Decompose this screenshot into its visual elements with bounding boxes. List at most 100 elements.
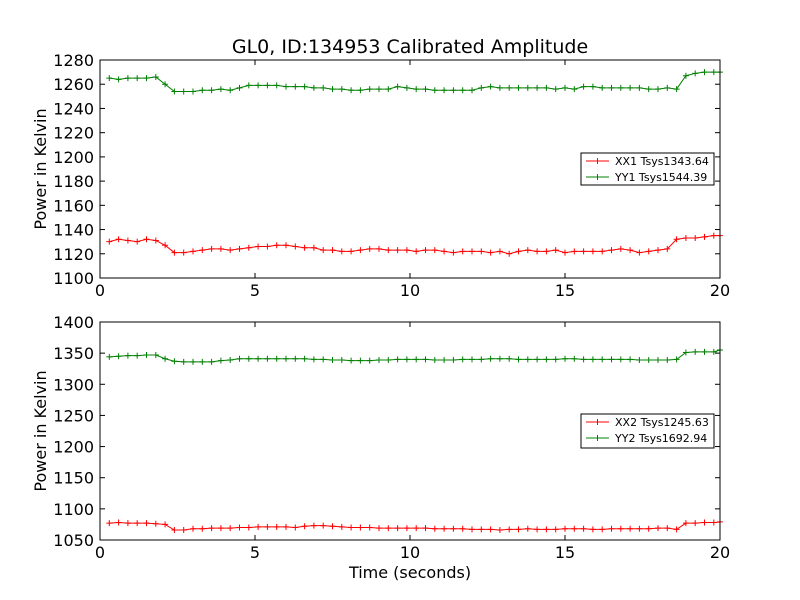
bottom-y-axis-label: Power in Kelvin [31,370,50,491]
data-point [366,86,373,93]
data-point [571,248,578,255]
data-point [171,249,178,256]
data-point [329,356,336,363]
data-point [366,245,373,252]
data-point [524,247,531,254]
bottom-ticks-layer: 0 5 10 15 20 1050 1100 1150 1200 1250 1300 1350 1400 [53,313,730,562]
data-point [682,349,689,356]
data-point [273,523,280,530]
data-point [385,86,392,93]
data-point [682,235,689,242]
data-point [496,527,503,534]
data-point [645,525,652,532]
data-point [608,84,615,91]
data-point [608,247,615,254]
data-point [217,525,224,532]
legend-entry: XX2 Tsys1245.63 [586,416,709,429]
data-point [673,526,680,533]
data-point [413,248,420,255]
data-point [487,249,494,256]
data-point [636,525,643,532]
data-point [124,75,131,82]
data-point [283,242,289,249]
data-point [217,245,224,252]
data-point [441,248,448,255]
data-point [283,523,289,530]
data-point [469,248,475,255]
legend-entry: XX1 Tsys1343.64 [586,155,709,168]
series-xx2 [106,518,723,534]
data-point [627,84,634,91]
data-point [403,525,410,532]
data-point [496,248,503,255]
y-tick-label: 1140 [53,221,94,240]
data-point [301,83,308,90]
data-point [348,248,355,255]
data-point [208,87,215,94]
data-point [487,355,494,362]
data-point [217,86,224,93]
data-point [348,524,355,531]
data-point [227,525,234,532]
data-point [478,526,485,533]
data-point [627,525,634,532]
data-point [283,355,289,362]
data-point [255,82,262,89]
y-tick-label: 1250 [53,406,94,425]
data-point [376,86,382,93]
data-point [459,525,466,532]
data-point [217,357,224,364]
y-tick-label: 1350 [53,344,94,363]
bottom-panel: 0 5 10 15 20 1050 1100 1150 1200 1250 1300 1350 1400… [31,313,730,582]
data-point [422,86,429,93]
data-point [636,249,643,256]
data-point [134,238,141,245]
data-point [608,356,615,363]
data-point [273,82,280,89]
legend-marker [594,435,601,441]
x-tick-label: 15 [555,281,575,300]
data-point [450,249,457,256]
top-plot-frame [99,59,721,279]
data-point [199,247,206,254]
data-point [506,250,513,257]
data-point [599,84,606,91]
data-point [171,88,178,95]
data-point [329,86,336,93]
data-point [422,525,429,532]
data-point [655,86,661,93]
y-tick-label: 1260 [53,75,94,94]
data-point [645,248,652,255]
legend-marker [594,158,601,164]
data-point [227,87,234,94]
data-point [524,356,531,363]
data-point [589,526,596,533]
data-point [552,526,559,533]
data-point [143,520,150,527]
data-point [301,355,308,362]
top-y-axis-label: Power in Kelvin [31,108,50,229]
data-point [431,247,438,254]
data-point [338,86,345,93]
data-point [106,520,113,527]
data-point [478,356,485,363]
data-point [162,355,169,362]
data-point [106,353,113,360]
data-point [655,356,661,363]
y-tick-label: 1120 [53,245,94,264]
legend-entry: YY1 Tsys1544.39 [586,171,707,184]
data-point [608,525,615,532]
data-point [255,243,262,250]
data-point [208,525,215,532]
data-point [310,522,317,529]
data-point [636,84,643,91]
data-point [655,525,661,532]
legend-box [580,413,715,449]
data-point [692,520,699,527]
data-point [310,244,317,251]
data-point [134,352,141,359]
data-point [273,355,280,362]
data-point [506,84,513,91]
data-point [562,84,568,91]
